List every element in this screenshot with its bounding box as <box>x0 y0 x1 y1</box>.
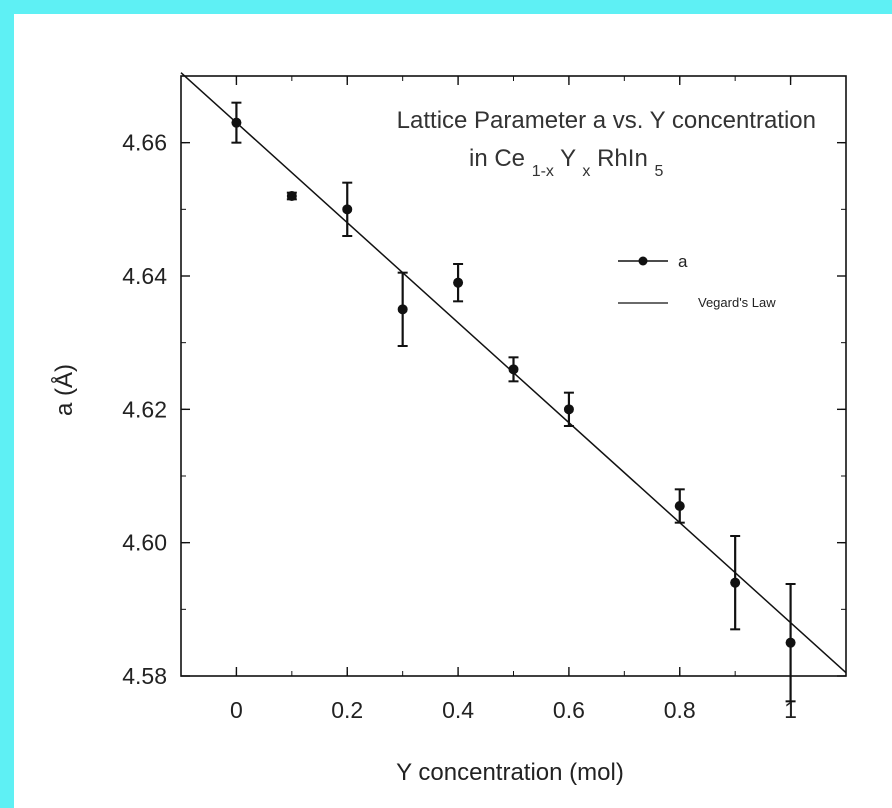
data-point <box>286 191 297 201</box>
x-tick-label: 0.4 <box>442 697 474 723</box>
data-point <box>563 404 574 415</box>
data-point <box>508 364 519 375</box>
data-points-group <box>231 101 796 703</box>
legend-label-a: a <box>678 252 688 271</box>
title-rest: RhIn <box>597 145 648 172</box>
data-point <box>674 501 685 511</box>
chart-title-line1: Lattice Parameter a vs. Y concentration <box>397 107 816 134</box>
x-axis-label: Y concentration (mol) <box>396 759 624 786</box>
x-tick-label: 0.2 <box>331 697 363 723</box>
legend-label-vegard: Vegard's Law <box>698 295 776 310</box>
title-sub2: x <box>582 163 590 180</box>
x-tick-label: 0.6 <box>553 697 585 723</box>
title-mid: Y <box>560 145 576 172</box>
title-sub3: 5 <box>654 163 663 180</box>
data-point <box>730 577 741 588</box>
axis-ticks: 0 0.2 0.4 0.6 0.8 1 4.58 4.60 4.62 4.64 4.66 <box>122 75 847 723</box>
data-point <box>397 304 408 315</box>
title-prefix: in Ce <box>469 145 525 172</box>
data-point <box>342 204 353 215</box>
data-point <box>231 117 242 128</box>
chart-title-line2: in Ce 1-x Y x RhIn 5 <box>469 145 663 182</box>
x-tick-label: 0 <box>230 697 243 723</box>
x-tick-label: 0.8 <box>664 697 696 723</box>
y-tick-label: 4.62 <box>122 396 167 422</box>
legend-marker-dot <box>638 256 648 266</box>
data-point <box>453 277 464 288</box>
title-sub1: 1-x <box>532 163 554 180</box>
figure-frame: 0 0.2 0.4 0.6 0.8 1 4.58 4.60 4.62 4.64 4.66 Latti… <box>14 14 892 808</box>
legend: a Vegard's Law <box>618 252 776 310</box>
chart-svg: 0 0.2 0.4 0.6 0.8 1 4.58 4.60 4.62 4.64 4.66 Latti… <box>50 72 847 786</box>
data-point <box>785 637 796 648</box>
y-tick-label: 4.66 <box>122 130 167 156</box>
y-tick-label: 4.64 <box>122 263 167 289</box>
y-axis-label: a (Å) <box>50 364 78 416</box>
y-tick-label: 4.60 <box>122 530 167 556</box>
y-tick-label: 4.58 <box>122 663 167 689</box>
x-tick-label: 1 <box>784 697 797 723</box>
